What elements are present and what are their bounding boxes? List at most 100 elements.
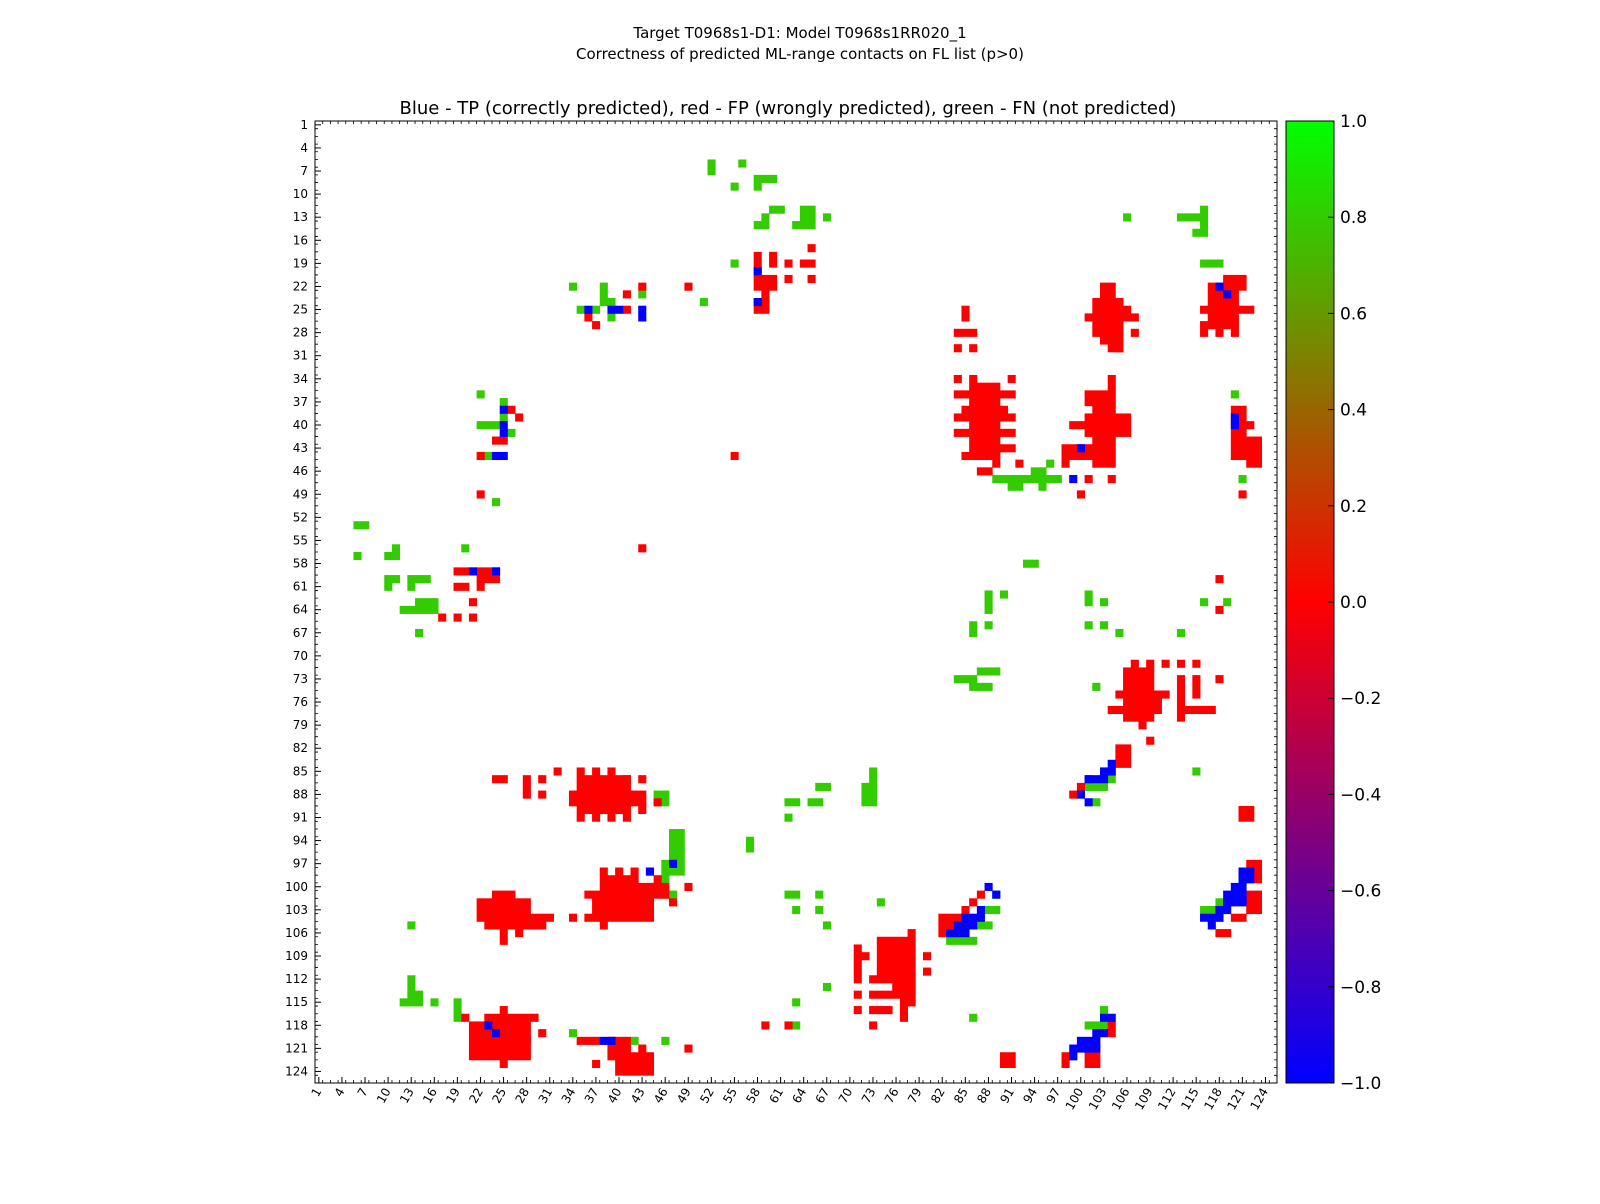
contact-cell-fp (953, 390, 1016, 399)
x-tick-label: 88 (974, 1086, 994, 1106)
contact-cell-tp (607, 305, 624, 314)
colorbar-tick-label: 0.6 (1340, 304, 1367, 324)
contact-cell-fn (822, 213, 832, 222)
x-tick-label: 7 (355, 1086, 371, 1100)
colorbar-tick-label: −0.6 (1340, 882, 1381, 902)
contact-cell-fp (499, 1059, 508, 1069)
contact-cell-fn (984, 905, 1001, 915)
contact-cell-fp (568, 790, 647, 807)
contact-cell-tp (753, 267, 762, 276)
contact-cell-fn (1084, 590, 1093, 607)
x-tick-label: 40 (605, 1086, 625, 1106)
contact-cell-fp (1215, 328, 1224, 337)
y-tick-label: 55 (293, 533, 308, 547)
contact-cell-fp (876, 936, 916, 976)
contact-cell-fp (607, 767, 616, 776)
contact-cell-fp (438, 613, 447, 622)
y-tick-label: 67 (293, 626, 308, 640)
y-tick-label: 22 (293, 279, 308, 293)
contact-cell-fp (1115, 328, 1124, 353)
contact-cell-fn (399, 605, 439, 614)
contact-cell-fn (507, 428, 516, 437)
contact-cell-fp (484, 1013, 539, 1022)
contact-cell-fn (745, 836, 755, 853)
contact-cell-fp (899, 1006, 908, 1022)
contact-cell-fp (953, 328, 978, 337)
contact-cell-tp (953, 921, 978, 930)
contact-cell-fp (1230, 913, 1247, 922)
x-tick-label: 1 (309, 1086, 325, 1100)
contact-cell-fp (1161, 659, 1170, 668)
contact-cell-fp (468, 613, 478, 622)
contact-cell-fn (415, 575, 431, 584)
contact-cell-fn (815, 890, 824, 899)
contact-cell-tp (1092, 1029, 1109, 1038)
contact-cell-fp (468, 598, 478, 607)
contact-cell-fn (761, 174, 778, 183)
contact-cell-fp (999, 1052, 1016, 1069)
contact-cell-fp (1107, 374, 1116, 391)
contact-cell-fn (384, 582, 393, 591)
x-tick-label: 13 (397, 1086, 417, 1106)
contact-cell-fn (415, 628, 424, 638)
contact-cell-fp (1107, 475, 1116, 484)
y-tick-label: 121 (285, 1041, 308, 1055)
y-tick-label: 31 (293, 349, 308, 363)
contact-cell-fp (807, 259, 816, 268)
contact-cell-fp (961, 405, 1009, 414)
contact-cell-fn (1223, 598, 1232, 607)
contact-cell-tp (492, 1029, 501, 1038)
contact-cell-fp (953, 374, 962, 384)
contact-cell-fn (399, 998, 424, 1007)
contact-cell-fp (584, 313, 593, 322)
x-tick-label: 109 (1132, 1086, 1156, 1113)
contact-cell-fn (792, 905, 801, 915)
contact-cell-fp (622, 290, 631, 299)
contact-cell-fn (984, 590, 993, 614)
contact-cell-fp (1238, 490, 1247, 499)
contact-cell-fp (1215, 605, 1224, 614)
contact-cell-fp (869, 975, 901, 984)
contact-cell-tp (1200, 913, 1224, 922)
contact-cell-fp (853, 952, 870, 961)
contact-cell-tp (484, 1021, 493, 1030)
contact-cell-fp (538, 1029, 547, 1038)
contact-cell-fp (669, 898, 678, 907)
contact-cell-fn (784, 813, 793, 822)
y-tick-label: 40 (293, 418, 308, 432)
contact-cell-fp (761, 1021, 770, 1030)
contact-cell-tp (1215, 905, 1232, 915)
contact-cell-fp (568, 913, 578, 922)
contact-cell-fp (869, 990, 901, 999)
y-tick-label: 46 (293, 464, 308, 478)
figure-suptitle-line1: Target T0968s1-D1: Model T0968s1RR020_1 (632, 24, 966, 43)
contact-cell-fn (769, 205, 785, 214)
contact-cell-fn (599, 298, 616, 307)
x-tick-label: 22 (466, 1086, 486, 1106)
contact-cell-fn (707, 159, 716, 176)
x-tick-label: 91 (997, 1086, 1017, 1106)
contact-cell-fn (1238, 475, 1247, 484)
axes-title: Blue - TP (correctly predicted), red - F… (400, 98, 1177, 119)
contact-cell-fp (522, 1036, 531, 1045)
contact-cell-fp (992, 444, 1016, 453)
x-tick-label: 115 (1178, 1086, 1202, 1113)
y-tick-label: 100 (285, 880, 308, 894)
contact-cell-fp (492, 913, 547, 930)
contact-cell-fn (1099, 621, 1109, 630)
colorbar-tick-label: 1.0 (1340, 112, 1367, 132)
contact-cell-fp (969, 374, 978, 384)
y-tick-label: 4 (300, 141, 308, 155)
contact-cell-fn (730, 259, 739, 268)
contact-cell-fn (946, 936, 978, 945)
contact-cell-fn (592, 305, 601, 314)
contact-cell-tp (1076, 444, 1085, 453)
x-tick-label: 79 (905, 1086, 925, 1106)
contact-cell-fp (615, 1052, 655, 1076)
contact-cell-fp (453, 567, 478, 576)
contact-cell-fp (784, 1021, 793, 1030)
contact-cell-fp (476, 490, 485, 499)
contact-cell-fp (1107, 1021, 1116, 1038)
contact-cell-fp (961, 451, 970, 461)
